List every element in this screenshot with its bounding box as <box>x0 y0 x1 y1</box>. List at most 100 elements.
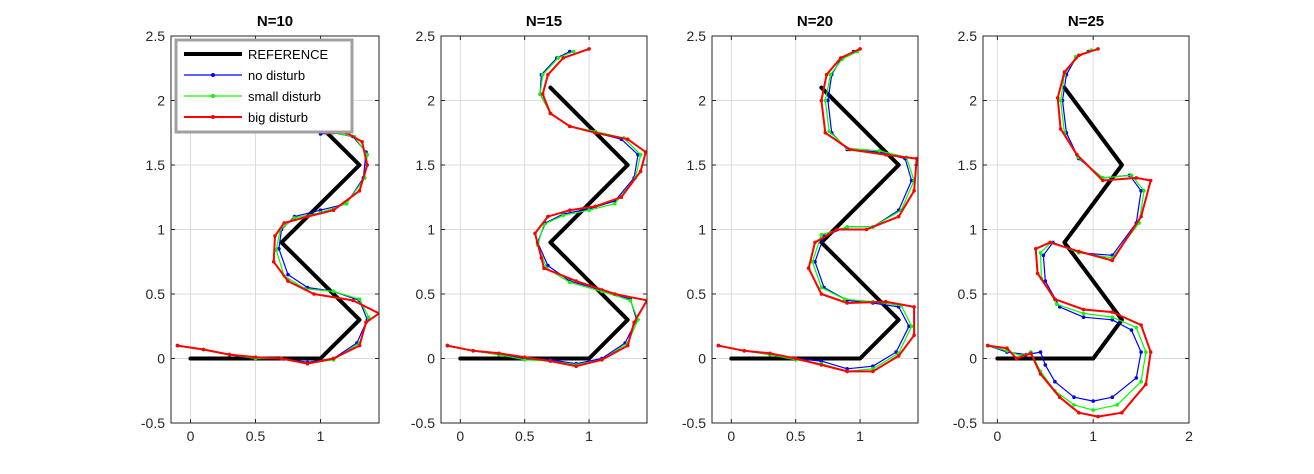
data-point-big-disturb <box>1062 70 1067 74</box>
data-point-small-disturb <box>613 201 617 206</box>
subplot-4: 0 1 2 -0.5 0 0.5 1 1.5 2 2.5 N=25 <box>953 13 1193 444</box>
data-point-big-disturb <box>1075 152 1079 157</box>
y-tick-label: 1 <box>698 222 706 238</box>
data-point-big-disturb <box>819 292 824 296</box>
data-point-big-disturb <box>848 147 852 152</box>
legend-marker-big-disturb <box>211 115 215 119</box>
legend-label-small-disturb: small disturb <box>248 89 321 104</box>
data-point-no-disturb <box>819 359 824 363</box>
data-point-big-disturb <box>357 343 362 348</box>
legend: REFERENCE no disturb small disturb big dist… <box>174 38 354 134</box>
x-tick-label: 0 <box>456 428 464 444</box>
data-point-big-disturb <box>1038 372 1043 376</box>
y-tick-label: 2 <box>698 93 706 109</box>
data-point-small-disturb <box>1081 311 1086 316</box>
data-point-big-disturb <box>839 56 843 60</box>
data-point-big-disturb <box>471 349 476 353</box>
data-point-small-disturb <box>909 324 914 329</box>
subplot-2: 0 0.5 1 -0.5 0 0.5 1 1.5 2 2.5 N=15 <box>411 13 648 444</box>
data-point-big-disturb <box>1048 240 1052 245</box>
data-point-small-disturb <box>845 225 849 229</box>
data-point-small-disturb <box>1091 408 1095 412</box>
data-point-big-disturb <box>271 260 276 264</box>
data-point-no-disturb <box>1139 189 1143 193</box>
data-point-big-disturb <box>1139 214 1143 219</box>
data-point-small-disturb <box>538 92 542 96</box>
y-tick-label: 1.5 <box>146 157 166 173</box>
x-tick-label: 1 <box>1089 428 1097 444</box>
data-point-big-disturb <box>286 279 290 283</box>
data-point-big-disturb <box>546 214 550 219</box>
data-point-big-disturb <box>613 292 617 296</box>
data-point-big-disturb <box>593 131 598 135</box>
data-point-big-disturb <box>1110 310 1115 314</box>
data-point-small-disturb <box>1139 379 1143 384</box>
data-point-big-disturb <box>542 266 546 271</box>
data-point-small-disturb <box>827 129 831 134</box>
series-line-reference <box>458 85 630 361</box>
x-tick-label: 1 <box>856 428 864 444</box>
data-point-big-disturb <box>305 214 310 219</box>
legend-marker-no-disturb <box>211 73 215 77</box>
chart-title: N=15 <box>526 13 562 30</box>
data-point-big-disturb <box>273 234 277 238</box>
data-point-big-disturb <box>360 140 364 144</box>
data-point-small-disturb <box>823 98 828 103</box>
x-tick-label: 2 <box>1185 428 1193 444</box>
data-point-big-disturb <box>1077 53 1081 58</box>
data-point-big-disturb <box>716 343 721 348</box>
y-tick-label: -0.5 <box>682 415 706 431</box>
data-point-big-disturb <box>331 208 336 212</box>
y-tick-label: 0 <box>969 351 977 367</box>
data-point-big-disturb <box>884 299 888 304</box>
data-point-no-disturb <box>907 324 911 329</box>
data-point-small-disturb <box>1072 403 1076 407</box>
y-tick-label: 1 <box>157 222 165 238</box>
data-point-no-disturb <box>1110 395 1115 400</box>
data-point-small-disturb <box>628 298 633 303</box>
data-point-big-disturb <box>858 47 862 51</box>
data-point-small-disturb <box>522 358 527 362</box>
x-tick-label: 1 <box>317 428 325 444</box>
data-point-small-disturb <box>638 152 643 157</box>
data-point-big-disturb <box>175 343 180 348</box>
data-point-big-disturb <box>568 124 572 129</box>
y-tick-label: 2 <box>157 93 165 109</box>
legend-label-big-disturb: big disturb <box>248 110 308 125</box>
data-point-big-disturb <box>561 56 566 60</box>
x-tick-label: 0.5 <box>786 428 806 444</box>
series-line-reference <box>188 124 362 361</box>
data-point-big-disturb <box>619 195 624 199</box>
data-point-big-disturb <box>813 240 817 245</box>
data-point-big-disturb <box>1035 271 1040 276</box>
x-tick-label: 0.5 <box>515 428 535 444</box>
chart-title: N=25 <box>1068 13 1104 30</box>
data-point-big-disturb <box>522 355 527 360</box>
data-point-big-disturb <box>632 320 636 325</box>
data-point-big-disturb <box>845 301 849 305</box>
y-tick-label: 1.5 <box>958 157 978 173</box>
data-point-big-disturb <box>896 214 901 219</box>
y-tick-label: -0.5 <box>141 415 165 431</box>
series-line-reference <box>995 85 1124 361</box>
y-tick-label: 0.5 <box>958 286 978 302</box>
y-tick-label: 2.5 <box>146 28 166 44</box>
data-point-no-disturb <box>845 367 849 371</box>
data-point-big-disturb <box>742 349 746 353</box>
data-point-big-disturb <box>546 72 550 77</box>
data-point-big-disturb <box>600 358 604 362</box>
chart-title: N=10 <box>257 13 293 30</box>
data-point-big-disturb <box>1096 47 1100 51</box>
y-tick-label: 2 <box>969 93 977 109</box>
data-point-big-disturb <box>1148 178 1153 183</box>
x-tick-label: 0.5 <box>246 428 266 444</box>
data-point-small-disturb <box>587 208 591 212</box>
data-point-no-disturb <box>1081 315 1086 320</box>
data-point-no-disturb <box>1038 350 1043 354</box>
y-tick-label: 2 <box>427 93 435 109</box>
data-point-big-disturb <box>643 150 647 154</box>
data-point-big-disturb <box>593 204 598 209</box>
data-point-big-disturb <box>253 355 258 360</box>
y-tick-label: 0 <box>698 351 706 367</box>
data-point-big-disturb <box>331 356 336 361</box>
